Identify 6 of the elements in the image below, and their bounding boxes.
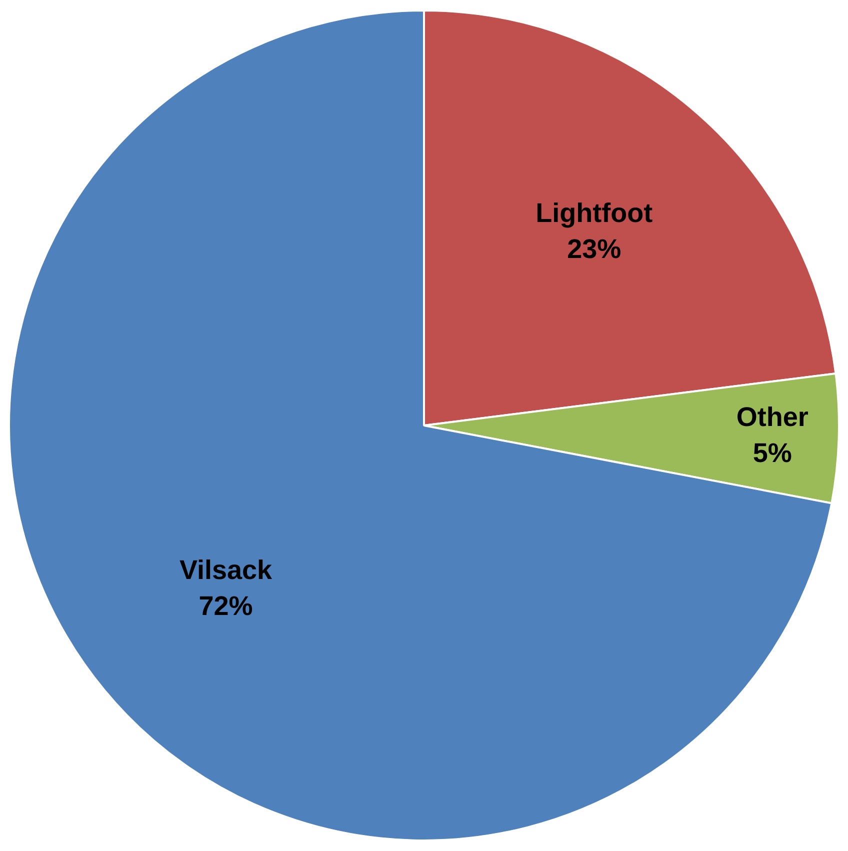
slice-label: Vilsack: [179, 554, 274, 585]
data-label: 5%: [752, 438, 792, 468]
data-label: 72%: [198, 590, 253, 621]
slice-label: Lightfoot: [536, 198, 653, 228]
slice-label: Other: [736, 402, 809, 432]
data-label: 23%: [567, 234, 622, 264]
